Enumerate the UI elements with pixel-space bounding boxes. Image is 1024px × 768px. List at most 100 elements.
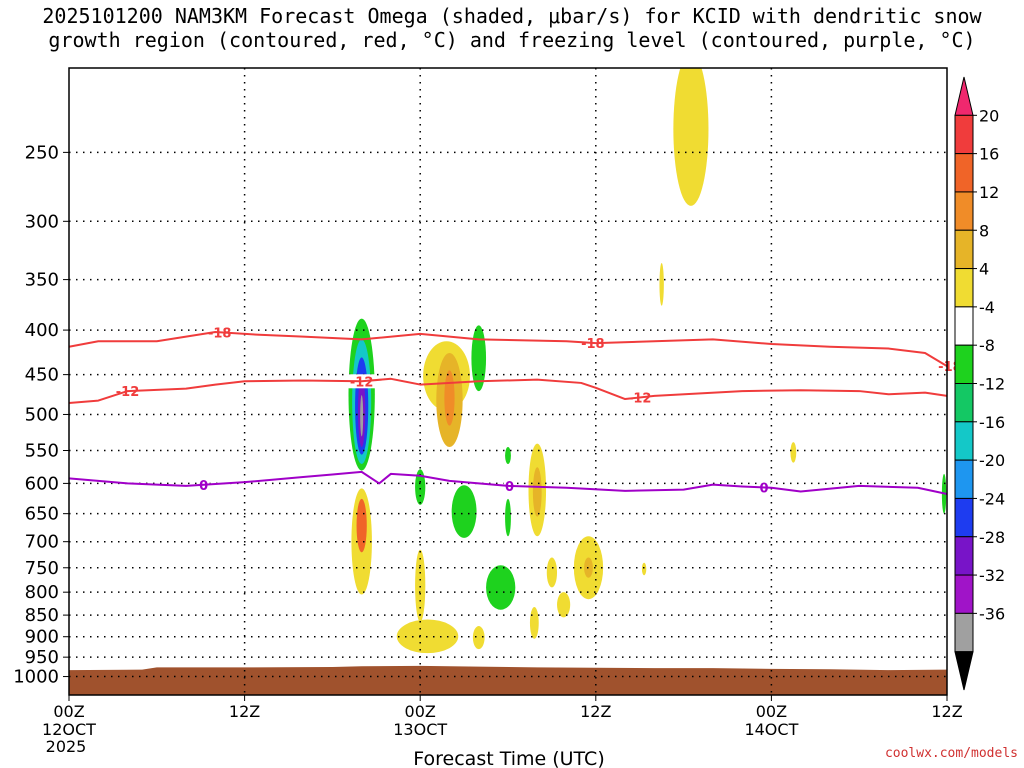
y-tick-label-400: 400 — [25, 320, 59, 341]
omega-area-26 — [641, 562, 647, 576]
colorbar-cap-bottom — [954, 651, 974, 691]
y-tick-label-650: 650 — [25, 504, 59, 525]
colorbar-swatch-12 — [954, 536, 974, 576]
colorbar-label-7: -12 — [979, 375, 1005, 394]
contour-label-0-1: -18 — [581, 337, 605, 352]
colorbar-label-4: 4 — [979, 260, 989, 279]
omega-area-23 — [557, 592, 571, 618]
omega-area-11 — [415, 469, 426, 505]
x-tick-date-2: 13OCT — [393, 720, 447, 739]
colorbar-swatch-5 — [954, 268, 974, 308]
y-tick-label-350: 350 — [25, 270, 59, 291]
omega-area-12 — [451, 485, 477, 538]
x-tick-label-2: 00Z — [405, 702, 436, 721]
colorbar-label-6: -8 — [979, 336, 995, 355]
contour-label-1-0: -12 — [116, 385, 140, 400]
chart-title-line2: growth region (contoured, red, °C) and f… — [48, 28, 976, 52]
chart-title-line1: 2025101200 NAM3KM Forecast Omega (shaded… — [42, 4, 982, 28]
colorbar-label-0: 20 — [979, 106, 999, 125]
contour-label-0-0: -18 — [208, 326, 232, 341]
omega-area-17 — [532, 467, 542, 517]
x-tick-label-4: 00Z — [756, 702, 787, 721]
omega-area-28 — [659, 263, 664, 306]
x-axis-title: Forecast Time (UTC) — [413, 748, 604, 768]
contour-layer: -18-18-18-12-12-120 0 0 — [68, 325, 964, 496]
y-tick-label-900: 900 — [25, 627, 59, 648]
chart-title: 2025101200 NAM3KM Forecast Omega (shaded… — [0, 4, 1024, 52]
credit-text: coolwx.com/models — [884, 746, 1018, 761]
omega-area-27 — [673, 68, 709, 206]
colorbar-label-10: -24 — [979, 489, 1005, 508]
contour-line-0 — [68, 330, 948, 367]
colorbar-swatch-14 — [954, 612, 974, 653]
omega-area-13 — [505, 447, 511, 465]
colorbar-label-3: 8 — [979, 221, 989, 240]
x-tick-date-4: 14OCT — [744, 720, 798, 739]
omega-area-4 — [360, 395, 364, 437]
colorbar-swatch-8 — [954, 383, 974, 423]
omega-area-15 — [486, 565, 516, 610]
colorbar-swatch-9 — [954, 421, 974, 461]
colorbar-label-13: -36 — [979, 604, 1005, 623]
colorbar-label-8: -16 — [979, 413, 1005, 432]
colorbar: 20 16 12 8 4 -4 -8 -12 -16 -20 -24 -28 -32 -36 — [954, 76, 1005, 691]
contour-label-1-1: -12 — [350, 375, 374, 390]
colorbar-label-2: 12 — [979, 183, 999, 202]
terrain-layer — [69, 665, 947, 695]
omega-area-21 — [529, 607, 539, 639]
y-tick-label-500: 500 — [25, 404, 59, 425]
y-tick-label-550: 550 — [25, 441, 59, 462]
contour-label-2-0: 0 — [199, 479, 208, 494]
colorbar-label-5: -4 — [979, 298, 995, 317]
colorbar-swatch-1 — [954, 114, 974, 155]
contour-label-2-1: 0 — [505, 480, 514, 495]
omega-area-9 — [444, 370, 455, 426]
colorbar-cap-top — [954, 76, 974, 116]
x-tick-date-0: 12OCT — [42, 720, 96, 739]
y-tick-label-250: 250 — [25, 142, 59, 163]
x-tick-label-3: 12Z — [580, 702, 611, 721]
colorbar-label-9: -20 — [979, 451, 1005, 470]
omega-area-22 — [546, 557, 558, 588]
contour-line-2 — [68, 470, 948, 495]
contour-line-1 — [68, 377, 948, 404]
y-tick-label-850: 850 — [25, 605, 59, 626]
colorbar-swatch-2 — [954, 153, 974, 193]
omega-area-20 — [472, 626, 485, 650]
omega-area-29 — [790, 442, 797, 463]
colorbar-swatch-4 — [954, 229, 974, 270]
plot-frame — [68, 67, 948, 696]
colorbar-swatch-11 — [954, 497, 974, 538]
colorbar-label-12: -32 — [979, 566, 1005, 585]
y-tick-label-700: 700 — [25, 532, 59, 553]
omega-area-18 — [415, 549, 426, 622]
colorbar-swatch-6 — [954, 306, 974, 346]
colorbar-swatch-10 — [954, 459, 974, 499]
omega-area-6 — [356, 498, 367, 553]
axes-layer: 2503003504004505005506006507007508008509… — [13, 67, 963, 756]
y-tick-label-800: 800 — [25, 582, 59, 603]
contour-label-layer: -18-18-18-12-12-120 0 0 — [113, 325, 964, 496]
x-tick-year-0: 2025 — [46, 737, 87, 756]
omega-shading-layer — [348, 68, 947, 654]
contour-label-1-2: -12 — [628, 391, 652, 406]
colorbar-swatch-3 — [954, 191, 974, 231]
x-tick-label-1: 12Z — [229, 702, 260, 721]
x-tick-label-5: 12Z — [931, 702, 962, 721]
y-tick-label-600: 600 — [25, 473, 59, 494]
colorbar-swatch-13 — [954, 574, 974, 614]
colorbar-swatch-7 — [954, 344, 974, 384]
contour-label-2-2: 0 — [760, 481, 769, 496]
colorbar-label-1: 16 — [979, 145, 999, 164]
x-tick-label-0: 00Z — [53, 702, 84, 721]
colorbar-label-11: -28 — [979, 528, 1005, 547]
terrain-fill — [69, 665, 947, 695]
omega-area-19 — [396, 619, 459, 654]
omega-area-14 — [505, 498, 511, 537]
y-tick-label-300: 300 — [25, 211, 59, 232]
y-tick-label-750: 750 — [25, 558, 59, 579]
y-tick-label-950: 950 — [25, 647, 59, 668]
y-tick-label-450: 450 — [25, 365, 59, 386]
y-tick-label-1000: 1000 — [13, 667, 59, 688]
